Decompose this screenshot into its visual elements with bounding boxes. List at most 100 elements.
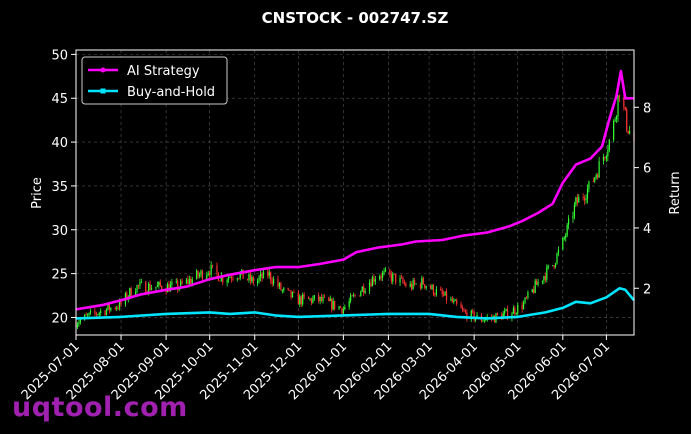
candle-body [450, 298, 452, 301]
candle-body [371, 277, 374, 287]
candle-body [252, 277, 254, 284]
candle-body [148, 283, 150, 293]
candle-body [361, 286, 363, 292]
candle-body [472, 310, 474, 312]
candle-body [454, 300, 456, 301]
candle-body [277, 278, 279, 287]
candle-body [594, 177, 596, 182]
candle-body [226, 279, 228, 283]
candle-body [196, 270, 198, 279]
candle-body [299, 296, 301, 305]
candle-body [473, 311, 475, 321]
candle-body [453, 300, 455, 303]
candle-body [595, 174, 597, 178]
candle-body [534, 280, 536, 293]
candle-body [451, 298, 453, 303]
candle-body [332, 300, 334, 310]
candle-body [76, 324, 79, 328]
candle-body [209, 273, 211, 275]
candle-body [105, 309, 108, 315]
candle-body [249, 274, 251, 281]
candle-body [411, 283, 413, 289]
candle-body [107, 304, 109, 310]
candle-body [191, 278, 193, 284]
candle-body [536, 280, 538, 285]
candle-body [432, 284, 435, 295]
candle-body [293, 292, 295, 293]
candle-body [496, 313, 499, 315]
candle-body [246, 278, 249, 280]
candle-body [395, 273, 397, 283]
candle-body [341, 307, 343, 314]
candle-body [108, 304, 111, 311]
candle-body [537, 281, 539, 285]
candle-body [483, 320, 485, 321]
legend-ai-strategy-label: AI Strategy [127, 64, 200, 79]
candle-body [139, 282, 141, 286]
y-left-tick-label: 20 [51, 311, 68, 326]
candle-body [258, 277, 260, 281]
candle-body [531, 289, 533, 293]
candle-body [291, 292, 294, 298]
candle-body [134, 291, 137, 296]
candle-body [552, 265, 554, 267]
candle-body [607, 150, 609, 157]
candle-body [342, 309, 344, 314]
candle-body [156, 285, 158, 287]
candle-body [116, 307, 118, 309]
candle-body [268, 272, 270, 276]
candle-body [592, 181, 594, 182]
candle-body [554, 263, 557, 268]
candle-body [289, 289, 291, 291]
candle-body [118, 300, 121, 309]
candle-body [413, 280, 416, 284]
candle-body [155, 286, 157, 289]
legend-buy-and-hold-label: Buy-and-Hold [127, 85, 215, 100]
candle-body [222, 275, 224, 283]
candle-body [364, 290, 366, 293]
candle-body [158, 281, 160, 286]
candle-body [78, 322, 80, 325]
candle-body [380, 276, 382, 278]
candle-body [617, 95, 619, 117]
candle-body [424, 284, 426, 288]
candle-body [524, 297, 526, 303]
candle-body [461, 308, 464, 310]
candle-body [248, 274, 250, 280]
candle-body [547, 265, 549, 267]
candle-body [363, 286, 365, 293]
candle-body [393, 273, 395, 275]
candle-body [405, 283, 407, 287]
candle-body [159, 281, 161, 286]
candle-body [563, 237, 565, 239]
candle-body [350, 295, 352, 302]
y-right-tick-label: 6 [643, 162, 651, 177]
candle-body [515, 313, 517, 315]
y-left-tick-label: 45 [51, 92, 68, 107]
buy-and-hold-line [75, 286, 636, 320]
candle-body [251, 277, 253, 281]
candle-body [344, 307, 346, 310]
candle-body [97, 314, 99, 316]
candle-body [206, 274, 208, 280]
candle-body [168, 284, 170, 292]
candle-body [130, 288, 132, 296]
candle-body [608, 139, 610, 151]
candle-body [259, 273, 262, 278]
candle-body [181, 281, 183, 284]
candle-body [578, 196, 580, 203]
candle-body [482, 320, 484, 322]
candle-body [339, 306, 342, 308]
candle-body [546, 266, 548, 280]
candle-body [588, 181, 590, 189]
candle-body [525, 297, 528, 299]
candle-body [230, 277, 233, 279]
candle-body [145, 281, 147, 293]
candle-body [384, 269, 387, 272]
candle-body [585, 198, 587, 201]
candle-body [582, 196, 584, 198]
candle-body [117, 307, 119, 309]
candle-body [303, 294, 305, 297]
candle-body [207, 273, 209, 275]
candle-body [441, 290, 443, 295]
